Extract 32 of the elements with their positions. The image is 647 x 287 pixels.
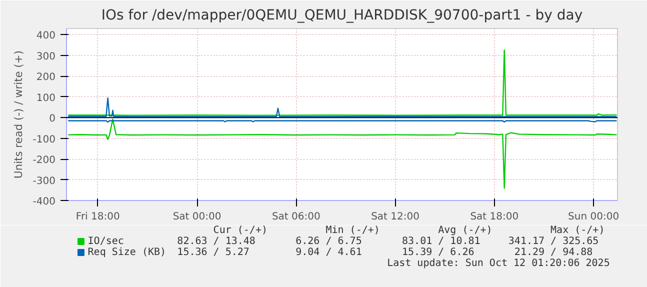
x-tick-label: Sun 00:00 bbox=[568, 212, 620, 222]
text: Min (-/+) bbox=[326, 225, 380, 236]
y-tick-label: 100 bbox=[36, 92, 56, 104]
y-tick-label: -200 bbox=[32, 155, 56, 166]
x-tick-label: Fri 18:00 bbox=[76, 212, 120, 222]
text: 9.04 / 4.61 bbox=[296, 247, 362, 258]
y-axis-title: Units read (-) / write (+) bbox=[12, 50, 25, 178]
x-tick-label: Sat 06:00 bbox=[272, 212, 320, 222]
text: 82.63 / 13.48 bbox=[177, 236, 256, 247]
x-tick-label: Sat 18:00 bbox=[470, 212, 519, 222]
text: Avg (-/+) bbox=[438, 225, 492, 236]
text: 21.29 / 94.88 bbox=[514, 247, 593, 258]
text: Cur (-/+) bbox=[213, 225, 268, 236]
y-tick-label: 0 bbox=[49, 114, 56, 125]
y-tick-label: 200 bbox=[36, 72, 56, 84]
y-tick-label: -100 bbox=[32, 134, 56, 146]
text: 15.36 / 5.27 bbox=[177, 247, 250, 258]
text: 341.17 / 325.65 bbox=[508, 236, 599, 247]
x-tick-label: Sat 00:00 bbox=[172, 212, 222, 222]
y-tick-label: 400 bbox=[36, 30, 56, 42]
text: Max (-/+) bbox=[550, 225, 605, 236]
text: 15.39 / 6.26 bbox=[402, 247, 474, 258]
y-tick-label: -400 bbox=[32, 196, 56, 208]
legend-label: IO/sec bbox=[88, 236, 124, 247]
text: 83.01 / 10.81 bbox=[402, 236, 480, 247]
legend-label: Req Size (KB) bbox=[88, 247, 166, 258]
text: Last update: Sun Oct 12 01:20:06 2025 bbox=[387, 258, 610, 269]
y-tick-label: 300 bbox=[36, 51, 56, 62]
text: 6.26 / 6.75 bbox=[296, 236, 362, 247]
y-tick-label: -300 bbox=[32, 176, 56, 187]
x-tick-label: Sat 12:00 bbox=[371, 212, 420, 222]
chart-title: IOs for /dev/mapper/0QEMU_QEMU_HARDDISK_90700-part1 - by day bbox=[101, 8, 583, 24]
